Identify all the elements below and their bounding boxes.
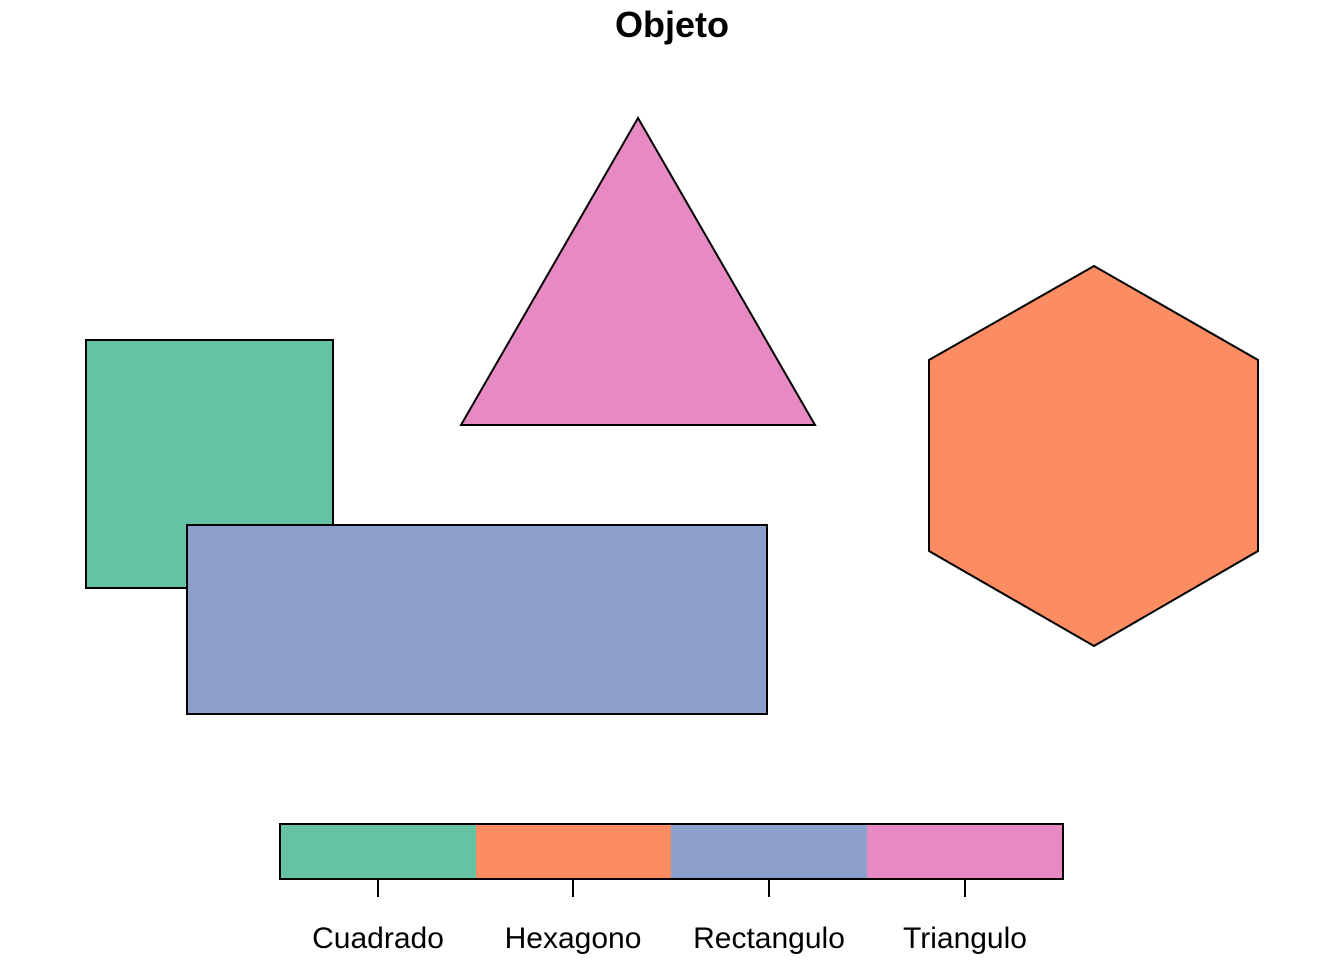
- rectangle-shape: [186, 524, 768, 715]
- legend-label-rectangulo: Rectangulo: [693, 922, 845, 955]
- legend-swatch-rectangulo: [671, 824, 867, 879]
- hexagon-shape: [928, 264, 1259, 648]
- legend-label-cuadrado: Cuadrado: [312, 922, 444, 955]
- legend-swatch-triangulo: [867, 824, 1063, 879]
- legend-swatch-hexagono: [476, 824, 671, 879]
- legend-label-triangulo: Triangulo: [903, 922, 1027, 955]
- legend-swatch-cuadrado: [280, 824, 476, 879]
- legend-frame: [279, 823, 1064, 880]
- legend: Cuadrado Hexagono Rectangulo Triangulo: [279, 823, 1064, 955]
- triangle-shape: [459, 115, 817, 426]
- legend-label-hexagono: Hexagono: [505, 922, 642, 955]
- diagram-title: Objeto: [615, 4, 729, 45]
